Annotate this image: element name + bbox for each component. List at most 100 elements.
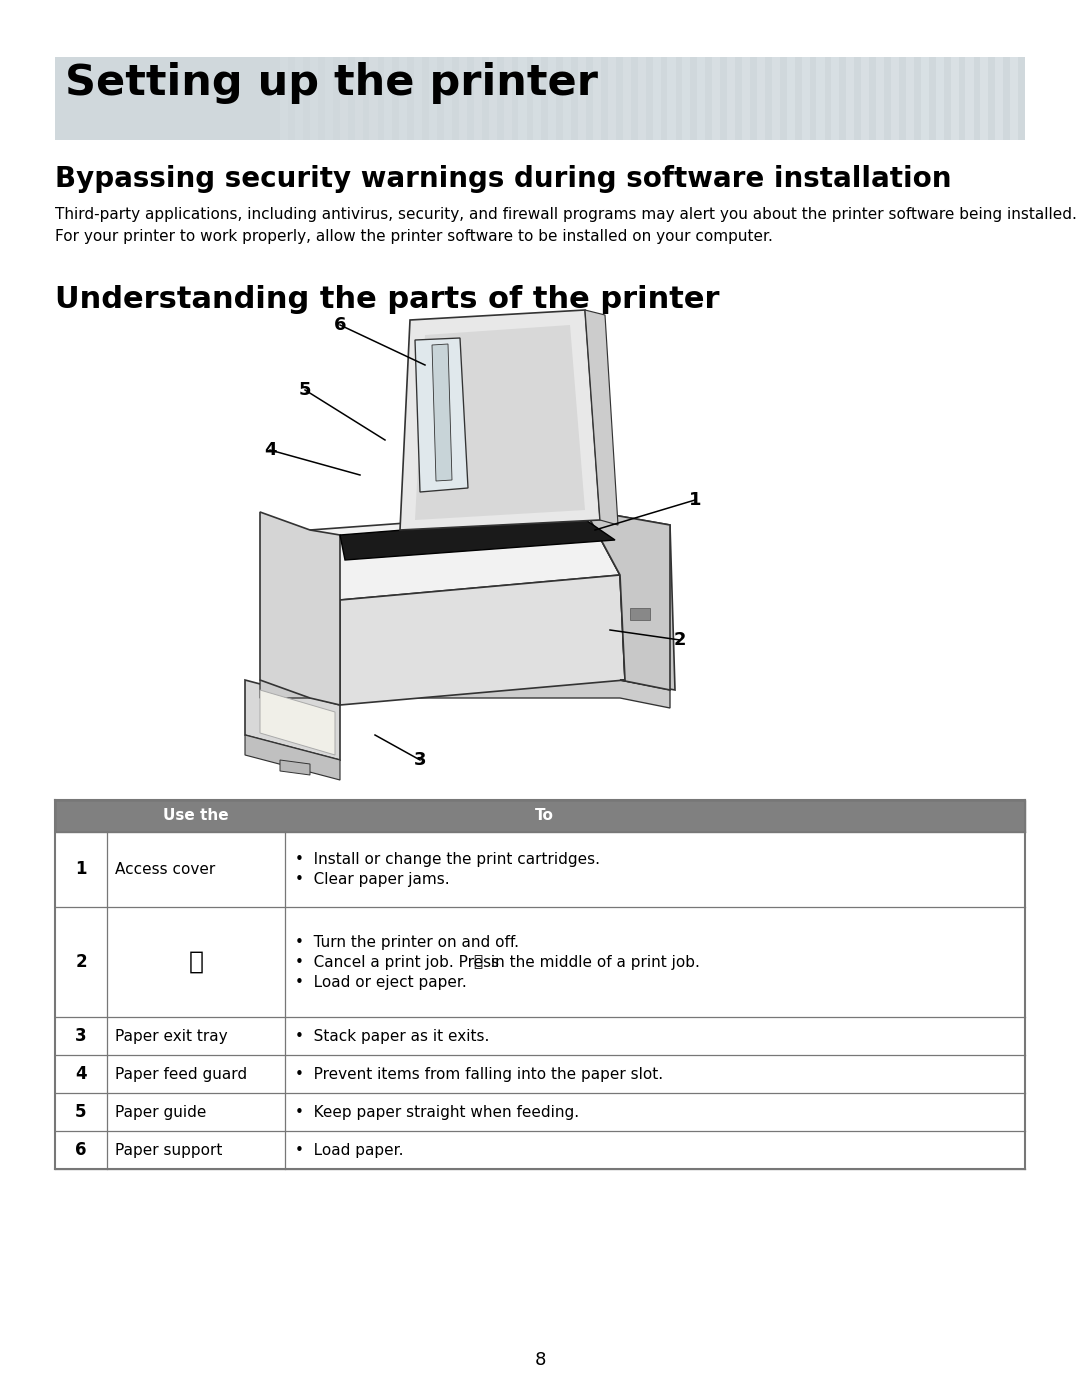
Text: Understanding the parts of the printer: Understanding the parts of the printer xyxy=(55,285,719,314)
Bar xyxy=(652,57,661,140)
Text: ⏻: ⏻ xyxy=(473,954,483,970)
Text: •  Keep paper straight when feeding.: • Keep paper straight when feeding. xyxy=(295,1105,579,1119)
Bar xyxy=(310,57,318,140)
Bar xyxy=(549,57,556,140)
Text: •  Turn the printer on and off.: • Turn the printer on and off. xyxy=(295,935,519,950)
Text: •  Load or eject paper.: • Load or eject paper. xyxy=(295,975,467,989)
Bar xyxy=(55,800,1025,833)
Text: •  Cancel a print job. Press: • Cancel a print job. Press xyxy=(295,954,504,970)
Bar xyxy=(832,57,839,140)
Bar xyxy=(920,57,929,140)
Text: 3: 3 xyxy=(414,752,427,768)
Bar xyxy=(339,57,348,140)
Bar xyxy=(801,57,810,140)
Polygon shape xyxy=(260,511,340,705)
Text: 4: 4 xyxy=(76,1065,86,1083)
Bar xyxy=(400,57,407,140)
Bar xyxy=(55,833,1025,907)
Bar xyxy=(981,57,988,140)
Text: Use the: Use the xyxy=(163,809,229,823)
Bar xyxy=(727,57,735,140)
Text: 4: 4 xyxy=(264,441,276,460)
Bar xyxy=(786,57,795,140)
Bar xyxy=(712,57,720,140)
Text: 8: 8 xyxy=(535,1351,545,1369)
Text: 3: 3 xyxy=(76,1027,86,1045)
Text: 2: 2 xyxy=(76,953,86,971)
Bar xyxy=(55,1017,1025,1055)
Bar xyxy=(55,57,1025,140)
Text: •  Clear paper jams.: • Clear paper jams. xyxy=(295,872,449,887)
Bar xyxy=(861,57,869,140)
Bar xyxy=(966,57,973,140)
Polygon shape xyxy=(340,515,615,560)
Bar xyxy=(384,57,392,140)
Polygon shape xyxy=(310,510,620,599)
Polygon shape xyxy=(585,510,675,690)
Bar xyxy=(698,57,705,140)
Bar xyxy=(757,57,765,140)
Bar xyxy=(459,57,467,140)
Bar xyxy=(354,57,363,140)
Bar xyxy=(55,1055,1025,1092)
Bar xyxy=(55,1092,1025,1132)
Polygon shape xyxy=(245,680,340,760)
Text: 1: 1 xyxy=(689,490,701,509)
Bar xyxy=(518,57,527,140)
Bar xyxy=(608,57,616,140)
Bar xyxy=(429,57,437,140)
Bar xyxy=(630,608,650,620)
Bar xyxy=(503,57,512,140)
Text: Access cover: Access cover xyxy=(114,862,215,877)
Bar xyxy=(55,1132,1025,1169)
Text: ⏻: ⏻ xyxy=(189,950,203,974)
Text: 5: 5 xyxy=(76,1104,86,1120)
Polygon shape xyxy=(280,760,310,775)
Bar xyxy=(295,57,303,140)
Text: •  Prevent items from falling into the paper slot.: • Prevent items from falling into the pa… xyxy=(295,1066,663,1081)
Bar xyxy=(593,57,602,140)
Polygon shape xyxy=(245,735,340,780)
Text: Third-party applications, including antivirus, security, and firewall programs m: Third-party applications, including anti… xyxy=(55,207,1077,244)
Bar xyxy=(906,57,914,140)
Text: Setting up the printer: Setting up the printer xyxy=(65,61,598,103)
Bar xyxy=(325,57,333,140)
Bar xyxy=(742,57,751,140)
Bar xyxy=(488,57,497,140)
Bar xyxy=(995,57,1003,140)
Text: 6: 6 xyxy=(334,316,347,334)
Polygon shape xyxy=(432,344,453,481)
Bar xyxy=(847,57,854,140)
Text: To: To xyxy=(535,809,553,823)
Bar xyxy=(1010,57,1018,140)
Text: •  Load paper.: • Load paper. xyxy=(295,1143,404,1158)
Bar xyxy=(623,57,631,140)
Polygon shape xyxy=(260,690,335,754)
Polygon shape xyxy=(415,338,468,492)
Bar xyxy=(637,57,646,140)
Bar xyxy=(534,57,541,140)
Bar xyxy=(950,57,959,140)
Text: Paper feed guard: Paper feed guard xyxy=(114,1066,247,1081)
Bar xyxy=(474,57,482,140)
Text: 6: 6 xyxy=(76,1141,86,1160)
Polygon shape xyxy=(415,326,585,520)
Text: in the middle of a print job.: in the middle of a print job. xyxy=(486,954,700,970)
Bar xyxy=(935,57,944,140)
Bar xyxy=(891,57,899,140)
Polygon shape xyxy=(585,510,670,690)
Bar xyxy=(578,57,586,140)
Bar xyxy=(667,57,676,140)
Text: •  Install or change the print cartridges.: • Install or change the print cartridges… xyxy=(295,852,600,868)
Polygon shape xyxy=(400,310,600,529)
Text: 1: 1 xyxy=(76,861,86,879)
Polygon shape xyxy=(585,310,618,525)
Text: •  Stack paper as it exits.: • Stack paper as it exits. xyxy=(295,1028,489,1044)
Bar xyxy=(55,907,1025,1017)
Bar xyxy=(563,57,571,140)
Text: Paper support: Paper support xyxy=(114,1143,222,1158)
Bar xyxy=(683,57,690,140)
Bar xyxy=(816,57,825,140)
Polygon shape xyxy=(260,680,670,708)
Text: 5: 5 xyxy=(299,381,311,400)
